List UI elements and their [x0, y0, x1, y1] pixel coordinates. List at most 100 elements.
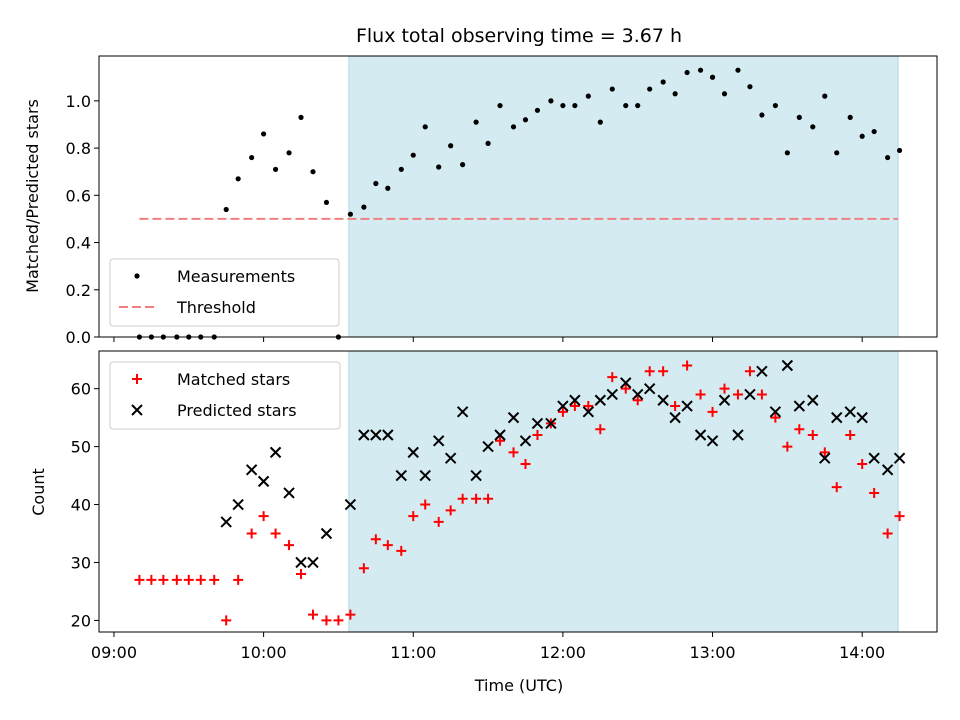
data-point-1-1-34 — [657, 394, 669, 406]
data-point-0-0-57 — [847, 114, 853, 120]
data-point-1-1-44 — [781, 359, 794, 372]
data-point-0-0-49 — [747, 84, 753, 90]
data-point-0-0-55 — [822, 93, 828, 99]
data-point-0-0-13 — [298, 114, 304, 120]
data-point-0-0-51 — [772, 102, 778, 109]
data-point-1-0-8 — [233, 574, 244, 585]
data-point-1-1-48 — [831, 411, 843, 424]
data-point-0-0-53 — [796, 114, 802, 120]
axes-frame-0 — [98, 55, 938, 338]
data-point-1-1-36 — [681, 400, 693, 412]
data-point-0-0-61 — [896, 147, 903, 154]
data-point-1-0-15 — [321, 615, 332, 626]
data-point-1-0-21 — [396, 545, 407, 556]
data-point-1-0-25 — [445, 505, 456, 516]
data-point-1-1-22 — [507, 411, 520, 424]
data-point-1-0-48 — [732, 389, 743, 400]
data-point-1-1-47 — [819, 452, 831, 464]
legend-label-1-0: Matched stars — [177, 370, 290, 389]
data-point-0-0-50 — [759, 112, 765, 118]
data-point-1-1-27 — [569, 394, 581, 406]
data-point-1-0-0 — [134, 574, 145, 585]
legend-box-0 — [109, 258, 340, 327]
data-point-1-0-7 — [221, 615, 232, 626]
data-point-1-1-1 — [232, 498, 244, 511]
highlight-span-0 — [348, 56, 899, 337]
data-point-0-0-15 — [323, 199, 330, 206]
data-point-0-0-43 — [672, 91, 678, 97]
legend-label-0-0: Measurements — [177, 267, 295, 286]
y-tick-label-0-0: 0.0 — [66, 328, 91, 347]
data-point-1-0-35 — [569, 401, 580, 412]
legend-label-0-1: Threshold — [176, 298, 256, 317]
data-point-0-0-12 — [286, 150, 292, 156]
data-point-1-0-42 — [658, 366, 669, 377]
y-tick-label-0-2: 0.4 — [66, 234, 91, 253]
data-point-1-0-2 — [158, 574, 169, 585]
data-point-1-1-43 — [769, 406, 782, 418]
data-point-1-1-9 — [344, 498, 357, 511]
data-point-0-0-42 — [660, 79, 666, 85]
data-point-1-0-52 — [782, 441, 793, 452]
data-point-1-0-60 — [882, 528, 893, 539]
data-point-1-0-19 — [370, 534, 381, 545]
data-point-1-0-6 — [209, 574, 220, 585]
data-point-1-0-11 — [270, 528, 281, 539]
data-point-0-0-11 — [272, 166, 279, 172]
legend-swatch-1-0 — [132, 374, 142, 384]
data-point-1-1-13 — [395, 469, 407, 482]
data-point-0-0-34 — [560, 102, 566, 109]
data-point-1-1-5 — [283, 487, 295, 499]
y-axis-title-bottom: Count — [29, 468, 48, 516]
data-point-0-0-35 — [572, 102, 578, 109]
data-point-1-0-44 — [682, 360, 693, 371]
data-point-1-1-35 — [669, 411, 681, 424]
data-point-1-0-28 — [483, 493, 494, 504]
y-tick-label-1-3: 50 — [71, 438, 91, 457]
data-point-1-1-15 — [419, 469, 431, 482]
data-point-1-1-3 — [257, 475, 270, 488]
data-point-1-1-4 — [269, 446, 282, 459]
data-point-0-0-37 — [597, 119, 603, 125]
plot-area: 0.0 0.2 0.4 0.6 0.8 1.0 Measurements Threshold 2… — [66, 55, 938, 662]
data-point-1-1-17 — [444, 452, 457, 464]
data-point-1-0-45 — [695, 389, 706, 400]
data-point-0-0-14 — [310, 169, 316, 175]
data-point-1-1-14 — [407, 446, 419, 459]
data-point-1-0-46 — [707, 406, 718, 417]
y-tick-label-1-1: 30 — [71, 553, 91, 572]
y-tick-label-1-4: 60 — [71, 380, 91, 399]
data-point-1-0-24 — [433, 516, 444, 527]
data-point-0-0-48 — [735, 67, 741, 73]
data-point-1-0-58 — [857, 458, 868, 469]
data-point-0-0-18 — [361, 204, 367, 210]
data-point-0-0-24 — [436, 164, 442, 170]
data-point-1-0-23 — [420, 499, 431, 510]
data-point-1-0-16 — [333, 615, 344, 626]
legend-swatch-1-1 — [131, 404, 143, 416]
data-point-1-0-41 — [644, 366, 655, 377]
data-point-1-1-10 — [358, 429, 370, 441]
data-point-1-1-40 — [732, 429, 744, 441]
data-point-1-0-31 — [520, 458, 531, 469]
data-point-0-0-7 — [223, 206, 229, 213]
data-point-1-1-24 — [531, 417, 544, 430]
data-point-0-0-21 — [398, 166, 404, 172]
data-point-1-1-32 — [632, 388, 644, 401]
y-tick-label-1-0: 20 — [71, 611, 91, 630]
data-point-1-1-53 — [893, 452, 906, 464]
x-tick-label-0: 09:00 — [91, 643, 137, 662]
data-point-1-0-38 — [607, 372, 618, 383]
data-point-1-1-42 — [756, 365, 768, 377]
y-tick-label-1-2: 40 — [71, 496, 91, 515]
data-point-1-0-1 — [146, 574, 157, 585]
data-point-1-1-7 — [307, 556, 319, 569]
data-point-0-0-58 — [859, 133, 865, 139]
data-point-1-0-49 — [744, 366, 755, 377]
data-point-1-1-25 — [545, 417, 557, 430]
data-point-1-0-18 — [358, 563, 369, 574]
legend-label-1-1: Predicted stars — [177, 401, 297, 420]
data-point-0-0-54 — [810, 124, 816, 130]
data-point-1-1-52 — [881, 464, 894, 476]
